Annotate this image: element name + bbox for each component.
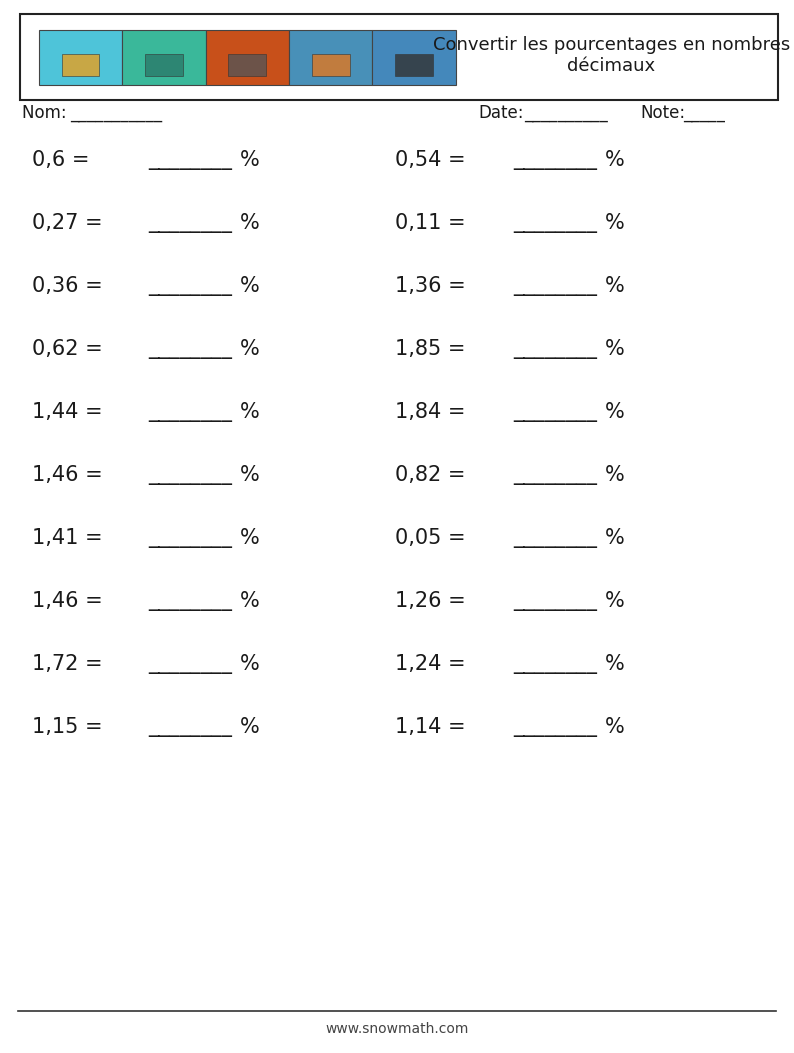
Text: %: % [240, 402, 260, 422]
Text: 0,27 =: 0,27 = [32, 213, 110, 233]
Text: ________: ________ [513, 150, 597, 170]
FancyBboxPatch shape [312, 55, 349, 76]
Text: 1,72 =: 1,72 = [32, 654, 110, 674]
Text: 0,62 =: 0,62 = [32, 339, 110, 359]
Text: %: % [240, 339, 260, 359]
Text: ________: ________ [148, 276, 232, 296]
Text: %: % [605, 339, 625, 359]
Text: ________: ________ [148, 717, 232, 737]
Text: %: % [240, 276, 260, 296]
Text: 0,82 =: 0,82 = [395, 465, 472, 485]
Text: 1,41 =: 1,41 = [32, 528, 110, 548]
Text: 1,24 =: 1,24 = [395, 654, 472, 674]
Text: %: % [605, 591, 625, 611]
Text: %: % [240, 654, 260, 674]
FancyBboxPatch shape [39, 31, 122, 85]
Text: www.snowmath.com: www.snowmath.com [326, 1022, 468, 1036]
Text: %: % [240, 528, 260, 548]
Text: 1,46 =: 1,46 = [32, 465, 110, 485]
FancyBboxPatch shape [289, 31, 372, 85]
Text: %: % [605, 717, 625, 737]
Text: 0,54 =: 0,54 = [395, 150, 472, 170]
Text: %: % [605, 402, 625, 422]
Text: ________: ________ [513, 402, 597, 422]
Text: 1,46 =: 1,46 = [32, 591, 110, 611]
Text: ________: ________ [513, 654, 597, 674]
Text: ________: ________ [148, 528, 232, 548]
FancyBboxPatch shape [372, 31, 456, 85]
Text: 0,36 =: 0,36 = [32, 276, 110, 296]
FancyBboxPatch shape [395, 55, 433, 76]
Text: 1,44 =: 1,44 = [32, 402, 110, 422]
Text: 0,11 =: 0,11 = [395, 213, 472, 233]
Text: ________: ________ [513, 276, 597, 296]
Text: ___________: ___________ [70, 104, 162, 122]
Text: %: % [605, 276, 625, 296]
Text: Convertir les pourcentages en nombres
décimaux: Convertir les pourcentages en nombres dé… [433, 36, 790, 75]
Text: ________: ________ [513, 465, 597, 485]
Text: %: % [605, 654, 625, 674]
Text: 0,6 =: 0,6 = [32, 150, 96, 170]
FancyBboxPatch shape [145, 55, 183, 76]
Text: Note:: Note: [640, 104, 685, 122]
Text: ________: ________ [513, 591, 597, 611]
Text: 1,84 =: 1,84 = [395, 402, 472, 422]
FancyBboxPatch shape [62, 55, 99, 76]
Text: ________: ________ [148, 402, 232, 422]
Text: %: % [605, 528, 625, 548]
Text: %: % [605, 213, 625, 233]
Text: %: % [240, 150, 260, 170]
Text: 1,14 =: 1,14 = [395, 717, 472, 737]
Text: %: % [240, 465, 260, 485]
Text: 1,36 =: 1,36 = [395, 276, 472, 296]
Text: ________: ________ [513, 213, 597, 233]
Text: 1,26 =: 1,26 = [395, 591, 472, 611]
Text: ________: ________ [148, 591, 232, 611]
Text: Date:: Date: [478, 104, 523, 122]
Text: %: % [240, 717, 260, 737]
Text: %: % [605, 150, 625, 170]
Text: %: % [240, 213, 260, 233]
Text: ________: ________ [148, 213, 232, 233]
FancyBboxPatch shape [229, 55, 266, 76]
Text: _____: _____ [683, 104, 725, 122]
Text: 1,15 =: 1,15 = [32, 717, 110, 737]
Text: 1,85 =: 1,85 = [395, 339, 472, 359]
FancyBboxPatch shape [206, 31, 289, 85]
Text: Nom:: Nom: [22, 104, 72, 122]
FancyBboxPatch shape [122, 31, 206, 85]
Text: __________: __________ [524, 104, 607, 122]
FancyBboxPatch shape [20, 14, 778, 100]
Text: ________: ________ [148, 654, 232, 674]
Text: %: % [240, 591, 260, 611]
Text: ________: ________ [513, 339, 597, 359]
Text: ________: ________ [148, 339, 232, 359]
Text: ________: ________ [148, 465, 232, 485]
Text: ________: ________ [513, 717, 597, 737]
Text: ________: ________ [513, 528, 597, 548]
Text: %: % [605, 465, 625, 485]
Text: ________: ________ [148, 150, 232, 170]
Text: 0,05 =: 0,05 = [395, 528, 472, 548]
